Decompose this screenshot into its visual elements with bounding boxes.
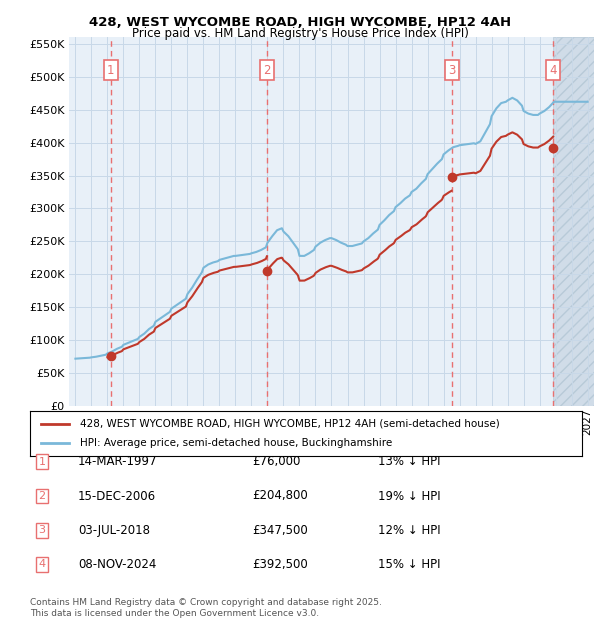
Text: £392,500: £392,500	[252, 558, 308, 570]
Text: This data is licensed under the Open Government Licence v3.0.: This data is licensed under the Open Gov…	[30, 609, 319, 618]
Text: 13% ↓ HPI: 13% ↓ HPI	[378, 456, 440, 468]
Text: £76,000: £76,000	[252, 456, 301, 468]
Text: 14-MAR-1997: 14-MAR-1997	[78, 456, 157, 468]
Text: 1: 1	[107, 64, 115, 77]
Text: Price paid vs. HM Land Registry's House Price Index (HPI): Price paid vs. HM Land Registry's House …	[131, 27, 469, 40]
Text: 15-DEC-2006: 15-DEC-2006	[78, 490, 156, 502]
Text: 3: 3	[38, 525, 46, 535]
Text: 15% ↓ HPI: 15% ↓ HPI	[378, 558, 440, 570]
Text: 19% ↓ HPI: 19% ↓ HPI	[378, 490, 440, 502]
Text: 08-NOV-2024: 08-NOV-2024	[78, 558, 157, 570]
Bar	[553, 37, 594, 406]
Text: 4: 4	[550, 64, 557, 77]
Text: Contains HM Land Registry data © Crown copyright and database right 2025.: Contains HM Land Registry data © Crown c…	[30, 598, 382, 607]
Text: 3: 3	[448, 64, 455, 77]
Text: 428, WEST WYCOMBE ROAD, HIGH WYCOMBE, HP12 4AH: 428, WEST WYCOMBE ROAD, HIGH WYCOMBE, HP…	[89, 16, 511, 29]
Text: 428, WEST WYCOMBE ROAD, HIGH WYCOMBE, HP12 4AH (semi-detached house): 428, WEST WYCOMBE ROAD, HIGH WYCOMBE, HP…	[80, 418, 499, 428]
Text: 1: 1	[38, 457, 46, 467]
Text: 4: 4	[38, 559, 46, 569]
Text: 12% ↓ HPI: 12% ↓ HPI	[378, 524, 440, 536]
Text: £347,500: £347,500	[252, 524, 308, 536]
Text: £204,800: £204,800	[252, 490, 308, 502]
Text: HPI: Average price, semi-detached house, Buckinghamshire: HPI: Average price, semi-detached house,…	[80, 438, 392, 448]
Text: 2: 2	[38, 491, 46, 501]
Text: 03-JUL-2018: 03-JUL-2018	[78, 524, 150, 536]
Text: 2: 2	[263, 64, 271, 77]
